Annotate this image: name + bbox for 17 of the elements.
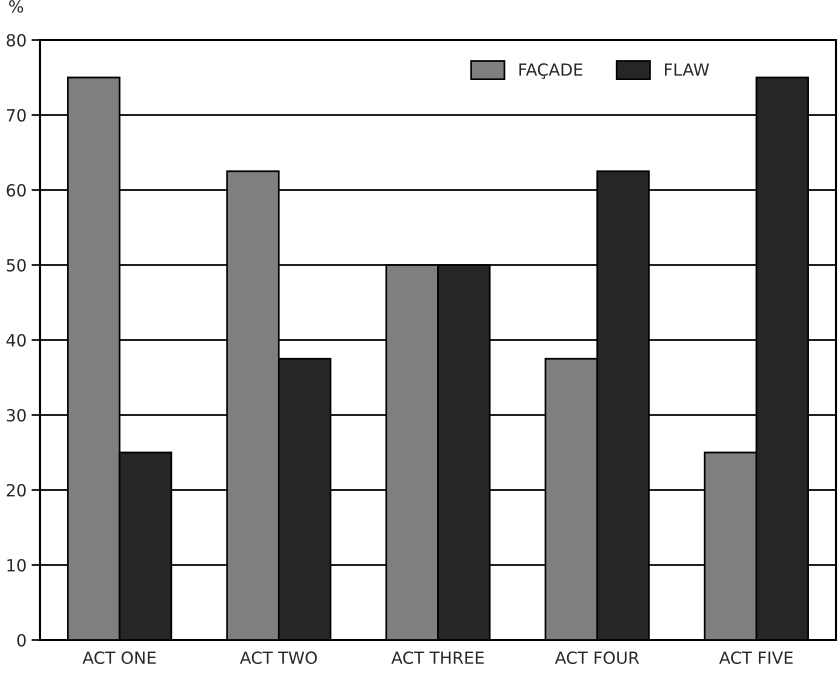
y-tick-label: 40 [6,334,26,347]
y-tick-label: 70 [6,108,26,122]
x-tick-label: ACT THREE [391,651,484,664]
y-tick-label: 0 [17,634,26,647]
legend-label: FAÇADE [519,63,582,79]
x-tick-label: ACT FIVE [719,651,793,664]
y-tick-label: 30 [6,408,26,422]
y-tick-label: 60 [6,184,26,197]
y-tick-label: 10 [7,558,26,572]
y-tick-label: 80 [6,34,26,47]
y-tick-label: 50 [6,258,26,272]
legend-label: FLAW [664,64,710,76]
y-tick-label: 20 [6,484,26,497]
x-tick-label: ACT FOUR [554,651,640,664]
x-tick-label: ACT ONE [82,651,156,664]
x-tick-label: ACT TWO [240,651,317,664]
y-axis-title: % [9,0,24,13]
